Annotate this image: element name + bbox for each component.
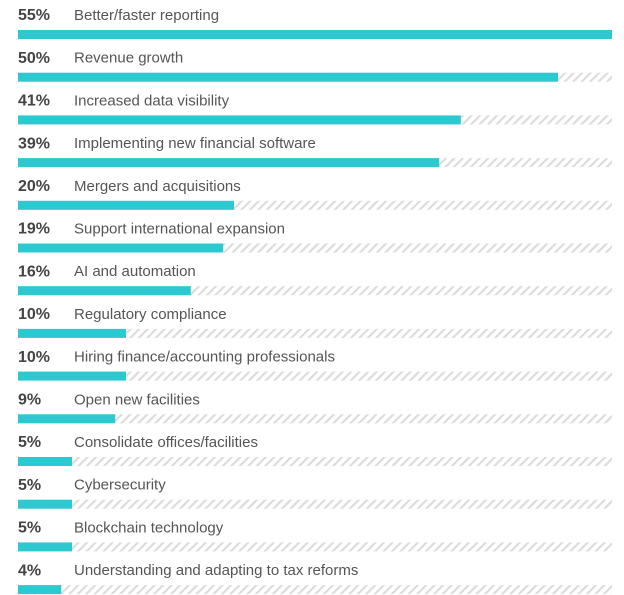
bar bbox=[18, 200, 234, 210]
category-label: Implementing new financial software bbox=[74, 135, 316, 152]
bar bbox=[18, 457, 72, 466]
bar-track bbox=[18, 243, 612, 253]
value-label: 5% bbox=[18, 477, 41, 494]
category-label: Hiring finance/accounting professionals bbox=[74, 349, 335, 366]
value-label: 16% bbox=[18, 263, 50, 280]
bar bbox=[18, 30, 612, 39]
category-label: Regulatory compliance bbox=[74, 306, 227, 323]
bar bbox=[18, 115, 461, 125]
bar-track bbox=[18, 328, 612, 338]
bar bbox=[18, 286, 191, 296]
value-label: 55% bbox=[18, 7, 50, 24]
category-label: Support international expansion bbox=[74, 220, 285, 237]
category-label: Revenue growth bbox=[74, 50, 183, 67]
category-label: Cybersecurity bbox=[74, 477, 166, 494]
value-label: 41% bbox=[18, 93, 50, 110]
category-label: Consolidate offices/facilities bbox=[74, 434, 258, 451]
value-label: 9% bbox=[18, 392, 41, 409]
value-label: 5% bbox=[18, 434, 41, 451]
bar bbox=[18, 158, 440, 168]
value-label: 10% bbox=[18, 306, 50, 323]
value-label: 39% bbox=[18, 135, 50, 152]
value-label: 5% bbox=[18, 520, 41, 537]
category-label: Open new facilities bbox=[74, 391, 200, 408]
bar bbox=[18, 72, 558, 82]
category-label: Blockchain technology bbox=[74, 519, 224, 536]
category-label: Understanding and adapting to tax reform… bbox=[74, 562, 358, 579]
category-label: AI and automation bbox=[74, 263, 196, 280]
bar bbox=[18, 414, 116, 424]
bar bbox=[18, 542, 72, 552]
bar-track bbox=[18, 585, 612, 595]
bar-track bbox=[18, 457, 612, 466]
bar-track bbox=[18, 200, 612, 210]
bar-track bbox=[18, 286, 612, 296]
bar-track bbox=[18, 542, 612, 552]
bar bbox=[18, 499, 72, 509]
category-label: Increased data visibility bbox=[74, 92, 230, 109]
category-label: Better/faster reporting bbox=[74, 7, 219, 24]
value-label: 10% bbox=[18, 349, 50, 366]
bar bbox=[18, 585, 62, 595]
bar bbox=[18, 243, 224, 253]
value-label: 4% bbox=[18, 562, 41, 579]
bar-track bbox=[18, 414, 612, 424]
bar bbox=[18, 371, 126, 381]
bar-track bbox=[18, 371, 612, 381]
bar-track bbox=[18, 499, 612, 509]
value-label: 50% bbox=[18, 50, 50, 67]
category-label: Mergers and acquisitions bbox=[74, 178, 241, 195]
value-label: 20% bbox=[18, 178, 50, 195]
value-label: 19% bbox=[18, 221, 50, 238]
bar bbox=[18, 328, 126, 338]
